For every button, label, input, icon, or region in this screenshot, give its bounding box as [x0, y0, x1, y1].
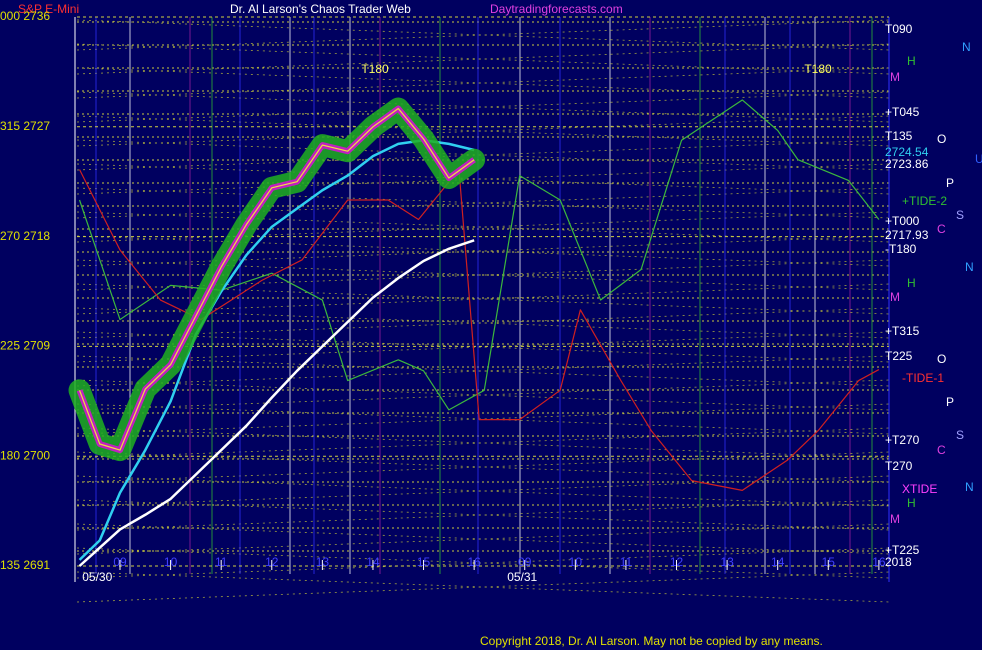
y-tick-label: 270 2718	[0, 229, 50, 243]
y-tick-label: 180 2700	[0, 448, 50, 462]
series-line	[78, 138, 475, 561]
x-tick-label: 14	[771, 555, 785, 569]
side-letter: S	[956, 208, 964, 222]
side-letter: M	[890, 512, 900, 526]
series-line	[78, 99, 880, 411]
side-letter: H	[907, 496, 916, 510]
right-label: +T315	[885, 324, 920, 338]
right-label: 2018	[885, 555, 912, 569]
date-label: 05/31	[507, 570, 537, 584]
right-label: 2724.54	[885, 145, 929, 159]
copyright: Copyright 2018, Dr. Al Larson. May not b…	[480, 634, 823, 648]
x-tick-label: 10	[569, 555, 583, 569]
series-line	[78, 239, 475, 567]
series-line	[78, 107, 475, 451]
x-tick-label: 10	[164, 555, 178, 569]
right-label: +T000	[885, 214, 920, 228]
y-tick-label: 225 2709	[0, 339, 50, 353]
right-label: T225	[885, 349, 913, 363]
x-tick-label: 12	[265, 555, 279, 569]
x-tick-label: 16	[467, 555, 481, 569]
y-tick-label: 315 2727	[0, 119, 50, 133]
side-letter: U	[975, 152, 982, 166]
x-tick-label: 13	[316, 555, 330, 569]
side-letter: C	[937, 222, 946, 236]
right-label: XTIDE	[902, 482, 937, 496]
right-label: T090	[885, 22, 913, 36]
side-letter: P	[946, 176, 954, 190]
site: Daytradingforecasts.com	[490, 2, 623, 16]
side-letter: O	[937, 132, 946, 146]
side-letter: O	[937, 352, 946, 366]
right-label: +T045	[885, 105, 920, 119]
side-letter: P	[946, 395, 954, 409]
side-letter: M	[890, 290, 900, 304]
x-tick-label: 14	[366, 555, 380, 569]
right-label: T270	[885, 459, 913, 473]
side-letter: N	[965, 480, 974, 494]
x-tick-label: 15	[822, 555, 836, 569]
x-tick-label: 12	[670, 555, 684, 569]
x-tick-label: 16	[872, 555, 886, 569]
chart-title: Dr. Al Larson's Chaos Trader Web	[230, 2, 411, 16]
annotation: T180	[361, 62, 389, 76]
right-label: -TIDE-1	[902, 371, 944, 385]
right-label: +T270	[885, 433, 920, 447]
y-tick-label: 135 2691	[0, 558, 50, 572]
date-label: 05/30	[82, 570, 112, 584]
series-line	[78, 168, 880, 491]
right-label: T135	[885, 129, 913, 143]
right-label: 2717.93	[885, 228, 929, 242]
side-letter: N	[962, 40, 971, 54]
symbol: S&P E-Mini	[18, 2, 79, 16]
right-label: +T225	[885, 543, 920, 557]
side-letter: C	[937, 443, 946, 457]
right-label: -T180	[885, 242, 917, 256]
side-letter: S	[956, 428, 964, 442]
side-letter: M	[890, 70, 900, 84]
side-letter: N	[965, 260, 974, 274]
side-letter: H	[907, 276, 916, 290]
x-tick-label: 09	[113, 555, 127, 569]
x-tick-label: 09	[518, 555, 532, 569]
y-tick-label: 000 2736	[0, 9, 50, 23]
x-tick-label: 15	[417, 555, 431, 569]
annotation: T180	[804, 62, 832, 76]
x-tick-label: 11	[215, 555, 228, 569]
right-label: +TIDE-2	[902, 194, 947, 208]
side-letter: H	[907, 54, 916, 68]
x-tick-label: 11	[620, 555, 633, 569]
right-label: 2723.86	[885, 157, 929, 171]
x-tick-label: 13	[720, 555, 734, 569]
